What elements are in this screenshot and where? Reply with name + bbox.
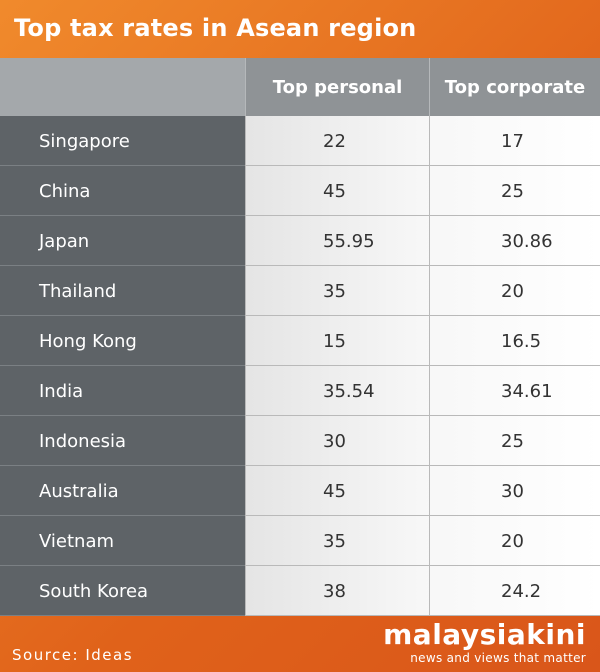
country-cell: Singapore bbox=[0, 116, 245, 166]
personal-rate-cell: 22 bbox=[245, 116, 429, 166]
table-row: Singapore 22 17 bbox=[0, 116, 600, 166]
row-divider bbox=[0, 415, 600, 416]
country-cell: Vietnam bbox=[0, 516, 245, 566]
country-cell: South Korea bbox=[0, 566, 245, 616]
tax-table: Singapore 22 17 China 45 25 Japan 55.95 30.86 Tha… bbox=[0, 58, 600, 616]
corporate-rate-cell: 20 bbox=[429, 516, 600, 566]
personal-rate-cell: 35 bbox=[245, 516, 429, 566]
personal-rate-cell: 35 bbox=[245, 266, 429, 316]
table-row: Hong Kong 15 16.5 bbox=[0, 316, 600, 366]
country-cell: Indonesia bbox=[0, 416, 245, 466]
table-header: Top personal Top corporate bbox=[0, 58, 600, 116]
row-divider bbox=[0, 465, 600, 466]
country-cell: Hong Kong bbox=[0, 316, 245, 366]
personal-rate-cell: 45 bbox=[245, 466, 429, 516]
table-row: Japan 55.95 30.86 bbox=[0, 216, 600, 266]
personal-rate-cell: 45 bbox=[245, 166, 429, 216]
header-corner-cell bbox=[0, 58, 245, 116]
brand-name: malaysiakini bbox=[383, 618, 586, 651]
personal-rate-cell: 15 bbox=[245, 316, 429, 366]
source-note: Source: Ideas bbox=[12, 646, 134, 664]
row-divider bbox=[0, 315, 600, 316]
row-divider bbox=[0, 615, 600, 616]
brand-tagline: news and views that matter bbox=[410, 651, 586, 665]
personal-rate-cell: 30 bbox=[245, 416, 429, 466]
corporate-rate-cell: 20 bbox=[429, 266, 600, 316]
table-row: Thailand 35 20 bbox=[0, 266, 600, 316]
table-row: China 45 25 bbox=[0, 166, 600, 216]
row-divider bbox=[0, 165, 600, 166]
header-top-corporate: Top corporate bbox=[429, 58, 600, 116]
brand-logo: malaysiakini news and views that matter bbox=[383, 620, 586, 666]
corporate-rate-cell: 17 bbox=[429, 116, 600, 166]
personal-rate-cell: 55.95 bbox=[245, 216, 429, 266]
table-row: Indonesia 30 25 bbox=[0, 416, 600, 466]
corporate-rate-cell: 34.61 bbox=[429, 366, 600, 416]
corporate-rate-cell: 25 bbox=[429, 166, 600, 216]
personal-rate-cell: 38 bbox=[245, 566, 429, 616]
corporate-rate-cell: 24.2 bbox=[429, 566, 600, 616]
corporate-rate-cell: 30 bbox=[429, 466, 600, 516]
row-divider bbox=[0, 515, 600, 516]
chart-title: Top tax rates in Asean region bbox=[14, 14, 417, 42]
row-divider bbox=[0, 265, 600, 266]
row-divider bbox=[0, 565, 600, 566]
table-row: South Korea 38 24.2 bbox=[0, 566, 600, 616]
row-divider bbox=[0, 215, 600, 216]
corporate-rate-cell: 25 bbox=[429, 416, 600, 466]
country-cell: China bbox=[0, 166, 245, 216]
personal-rate-cell: 35.54 bbox=[245, 366, 429, 416]
header-top-personal: Top personal bbox=[245, 58, 429, 116]
country-cell: Thailand bbox=[0, 266, 245, 316]
country-cell: India bbox=[0, 366, 245, 416]
row-divider bbox=[0, 365, 600, 366]
country-cell: Australia bbox=[0, 466, 245, 516]
table-row: Australia 45 30 bbox=[0, 466, 600, 516]
corporate-rate-cell: 30.86 bbox=[429, 216, 600, 266]
country-cell: Japan bbox=[0, 216, 245, 266]
table-row: Vietnam 35 20 bbox=[0, 516, 600, 566]
corporate-rate-cell: 16.5 bbox=[429, 316, 600, 366]
table-row: India 35.54 34.61 bbox=[0, 366, 600, 416]
